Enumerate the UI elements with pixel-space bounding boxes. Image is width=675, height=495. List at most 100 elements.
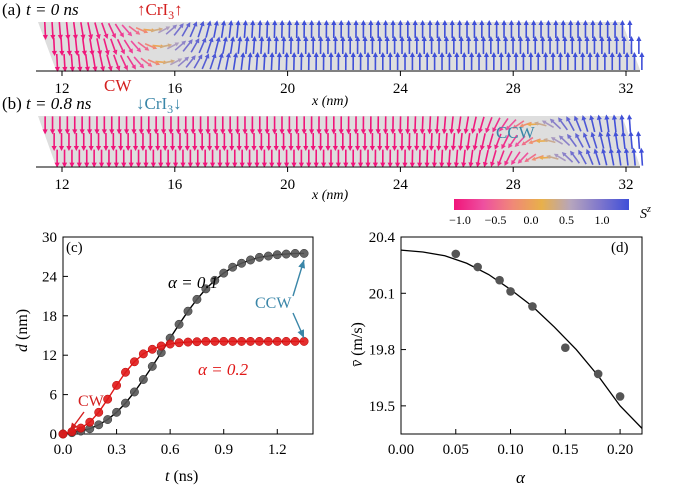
spin-arrow-head bbox=[279, 20, 285, 26]
spin-arrow-head bbox=[303, 36, 309, 42]
spin-arrow-head bbox=[172, 162, 179, 168]
spin-arrow-head bbox=[76, 162, 82, 168]
panel-c: 0.0 0.3 0.6 0.9 1.2 0 6 12 18 24 30 (c) t (ns) d (… bbox=[14, 230, 314, 485]
spin-arrow-head bbox=[498, 52, 504, 58]
series-point bbox=[219, 268, 229, 278]
spin-arrow-head bbox=[517, 36, 524, 42]
spin-arrow-head bbox=[490, 161, 495, 167]
spin-arrow-head bbox=[535, 139, 540, 144]
x-tick-label: 20 bbox=[280, 177, 295, 193]
spin-arrow-head bbox=[266, 145, 272, 151]
data-point bbox=[495, 275, 504, 285]
spin-arrow-head bbox=[211, 52, 217, 59]
spin-arrow-head bbox=[375, 129, 381, 135]
series-point bbox=[281, 249, 291, 259]
spin-arrow-head bbox=[229, 145, 235, 151]
spin-arrow-head bbox=[443, 36, 450, 42]
ccw-arrow-lower-head bbox=[297, 329, 304, 338]
spin-arrow-head bbox=[50, 34, 56, 40]
panel-d: 0.00 0.05 0.10 0.15 0.20 19.5 19.8 20.1 20.4 (d)… bbox=[349, 230, 643, 487]
spin-arrow-head bbox=[128, 162, 134, 168]
spin-arrow-head bbox=[457, 20, 463, 26]
spin-arrow-head bbox=[590, 131, 596, 138]
spin-arrow-head bbox=[350, 52, 356, 58]
spin-arrow-head bbox=[387, 52, 393, 58]
spin-arrow-head bbox=[135, 30, 141, 35]
spin-arrow-head bbox=[98, 162, 105, 168]
spin-arrow-head bbox=[508, 143, 513, 149]
panel-b-state-post: ↓ bbox=[173, 94, 182, 113]
spin-arrow-head bbox=[243, 145, 250, 151]
spin-arrow-head bbox=[143, 162, 149, 168]
spin-arrow-head bbox=[113, 162, 119, 168]
spin-arrow-head bbox=[382, 129, 389, 135]
x-tick-label: 32 bbox=[619, 81, 634, 97]
spin-arrow-head bbox=[172, 24, 178, 30]
spin-arrow-head bbox=[619, 20, 626, 25]
spin-arrow-head bbox=[328, 162, 334, 168]
series-point bbox=[94, 407, 104, 417]
spin-arrow-head bbox=[451, 36, 457, 42]
spin-arrow-head bbox=[258, 145, 264, 151]
series-point bbox=[138, 349, 148, 359]
panel-d-ylabel-var: v̄ bbox=[349, 359, 366, 367]
spin-arrow-head bbox=[79, 129, 85, 135]
spin-arrow-head bbox=[581, 115, 587, 121]
spin-arrow-head bbox=[118, 146, 124, 151]
x-tick-label: 32 bbox=[619, 177, 634, 193]
spin-arrow-head bbox=[562, 36, 568, 42]
spin-arrow-head bbox=[202, 162, 208, 168]
spin-arrow-head bbox=[528, 52, 534, 58]
spin-arrow-head bbox=[89, 50, 95, 56]
x-tick-label: 12 bbox=[55, 81, 70, 97]
spin-arrow-head bbox=[224, 162, 230, 168]
spin-arrow-head bbox=[217, 162, 223, 168]
x-tick-label: 0.6 bbox=[161, 442, 180, 458]
spin-arrow-head bbox=[209, 162, 216, 168]
spin-arrow-head bbox=[188, 39, 193, 45]
spin-arrow-head bbox=[346, 20, 352, 26]
cw-arrow-head bbox=[70, 422, 78, 431]
spin-arrow-head bbox=[491, 52, 497, 58]
spin-arrow-head bbox=[183, 129, 189, 135]
spin-arrow-head bbox=[534, 121, 539, 126]
spin-arrow-head bbox=[286, 129, 292, 135]
series-point bbox=[299, 248, 309, 258]
spin-arrow-head bbox=[127, 31, 133, 37]
spin-arrow-head bbox=[104, 49, 110, 56]
spin-arrow-head bbox=[473, 36, 479, 42]
panel-d-axes: 0.00 0.05 0.10 0.15 0.20 19.5 19.8 20.1 20.4 bbox=[369, 230, 633, 458]
spin-arrow-head bbox=[215, 36, 221, 42]
spin-arrow-head bbox=[310, 145, 316, 151]
spin-arrow-head bbox=[543, 52, 549, 58]
spin-arrow-head bbox=[242, 129, 248, 135]
spin-arrow-head bbox=[561, 152, 567, 157]
spin-arrow-head bbox=[225, 52, 231, 58]
spin-arrow-head bbox=[228, 20, 234, 26]
spin-arrow-head bbox=[140, 146, 146, 151]
spin-arrow-head bbox=[192, 145, 198, 151]
spin-arrow-head bbox=[468, 162, 474, 168]
spin-arrow-head bbox=[585, 148, 591, 155]
spin-arrow-head bbox=[335, 162, 341, 168]
spin-arrow-head bbox=[414, 145, 420, 151]
panel-b-label: (b) bbox=[2, 94, 22, 113]
series-point bbox=[299, 336, 309, 346]
spin-arrow-head bbox=[239, 162, 245, 168]
spin-arrow-head bbox=[273, 145, 279, 151]
spin-arrow-head bbox=[357, 162, 364, 168]
spin-arrow-head bbox=[308, 129, 315, 135]
series-point bbox=[219, 336, 229, 346]
spin-arrow-head bbox=[546, 154, 551, 159]
panel-b: 12 16 20 24 28 32 (b) t = 0.8 ns ↓CrI3↓ CCW x… bbox=[2, 94, 651, 227]
spin-arrow-head bbox=[42, 129, 48, 135]
spin-arrow-head bbox=[318, 36, 324, 42]
spin-arrow-head bbox=[81, 50, 87, 56]
spin-arrow-head bbox=[412, 20, 418, 26]
spin-arrow-head bbox=[596, 114, 602, 120]
spin-arrow-head bbox=[439, 52, 445, 58]
panel-b-wall-label: CCW bbox=[496, 123, 536, 142]
spin-arrow-head bbox=[624, 52, 630, 57]
spin-arrow-head bbox=[107, 65, 113, 72]
spin-arrow-head bbox=[414, 36, 420, 42]
